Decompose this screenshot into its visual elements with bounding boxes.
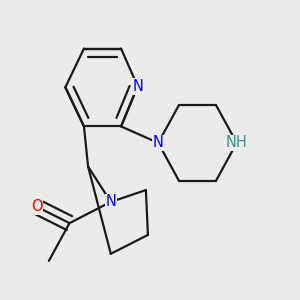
- Text: NH: NH: [226, 135, 248, 150]
- Text: N: N: [105, 194, 116, 209]
- Text: N: N: [132, 79, 143, 94]
- Text: O: O: [31, 199, 42, 214]
- Text: N: N: [153, 135, 164, 150]
